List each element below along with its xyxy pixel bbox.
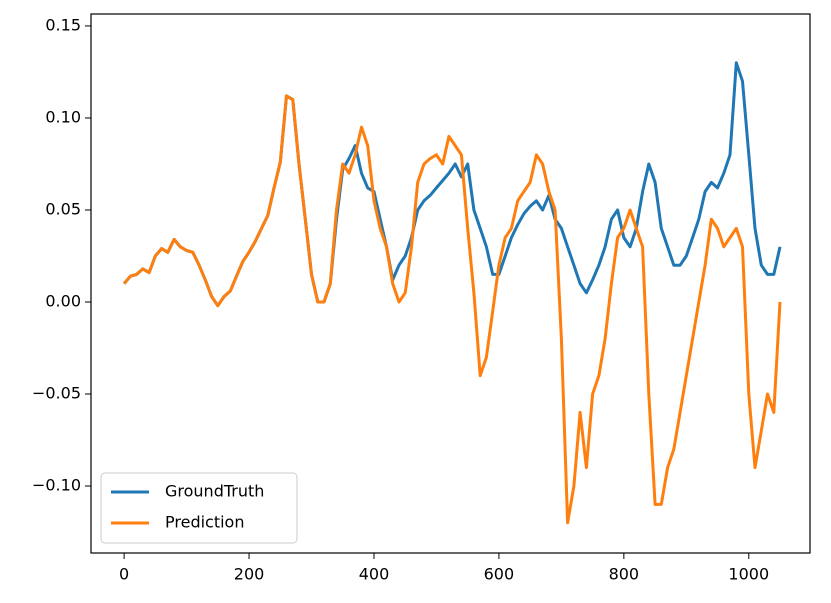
x-tick-label: 800 — [609, 565, 640, 584]
y-tick-label: −0.05 — [32, 384, 81, 403]
legend-label: GroundTruth — [165, 482, 264, 501]
y-tick-label: 0.15 — [45, 15, 81, 34]
plot-frame — [90, 13, 811, 554]
y-tick-label: −0.10 — [32, 476, 81, 495]
x-tick-label: 0 — [119, 565, 129, 584]
data-line — [122, 61, 782, 308]
x-tick-label: 1000 — [728, 565, 769, 584]
x-tick-label: 200 — [234, 565, 265, 584]
y-tick-label: 0.05 — [45, 199, 81, 218]
data-line — [122, 94, 782, 525]
legend-label: Prediction — [165, 513, 244, 532]
x-tick-label: 400 — [359, 565, 390, 584]
y-tick-label: 0.00 — [45, 291, 81, 310]
x-tick-label: 600 — [484, 565, 515, 584]
legend-box — [100, 472, 298, 544]
y-tick-label: 0.10 — [45, 107, 81, 126]
